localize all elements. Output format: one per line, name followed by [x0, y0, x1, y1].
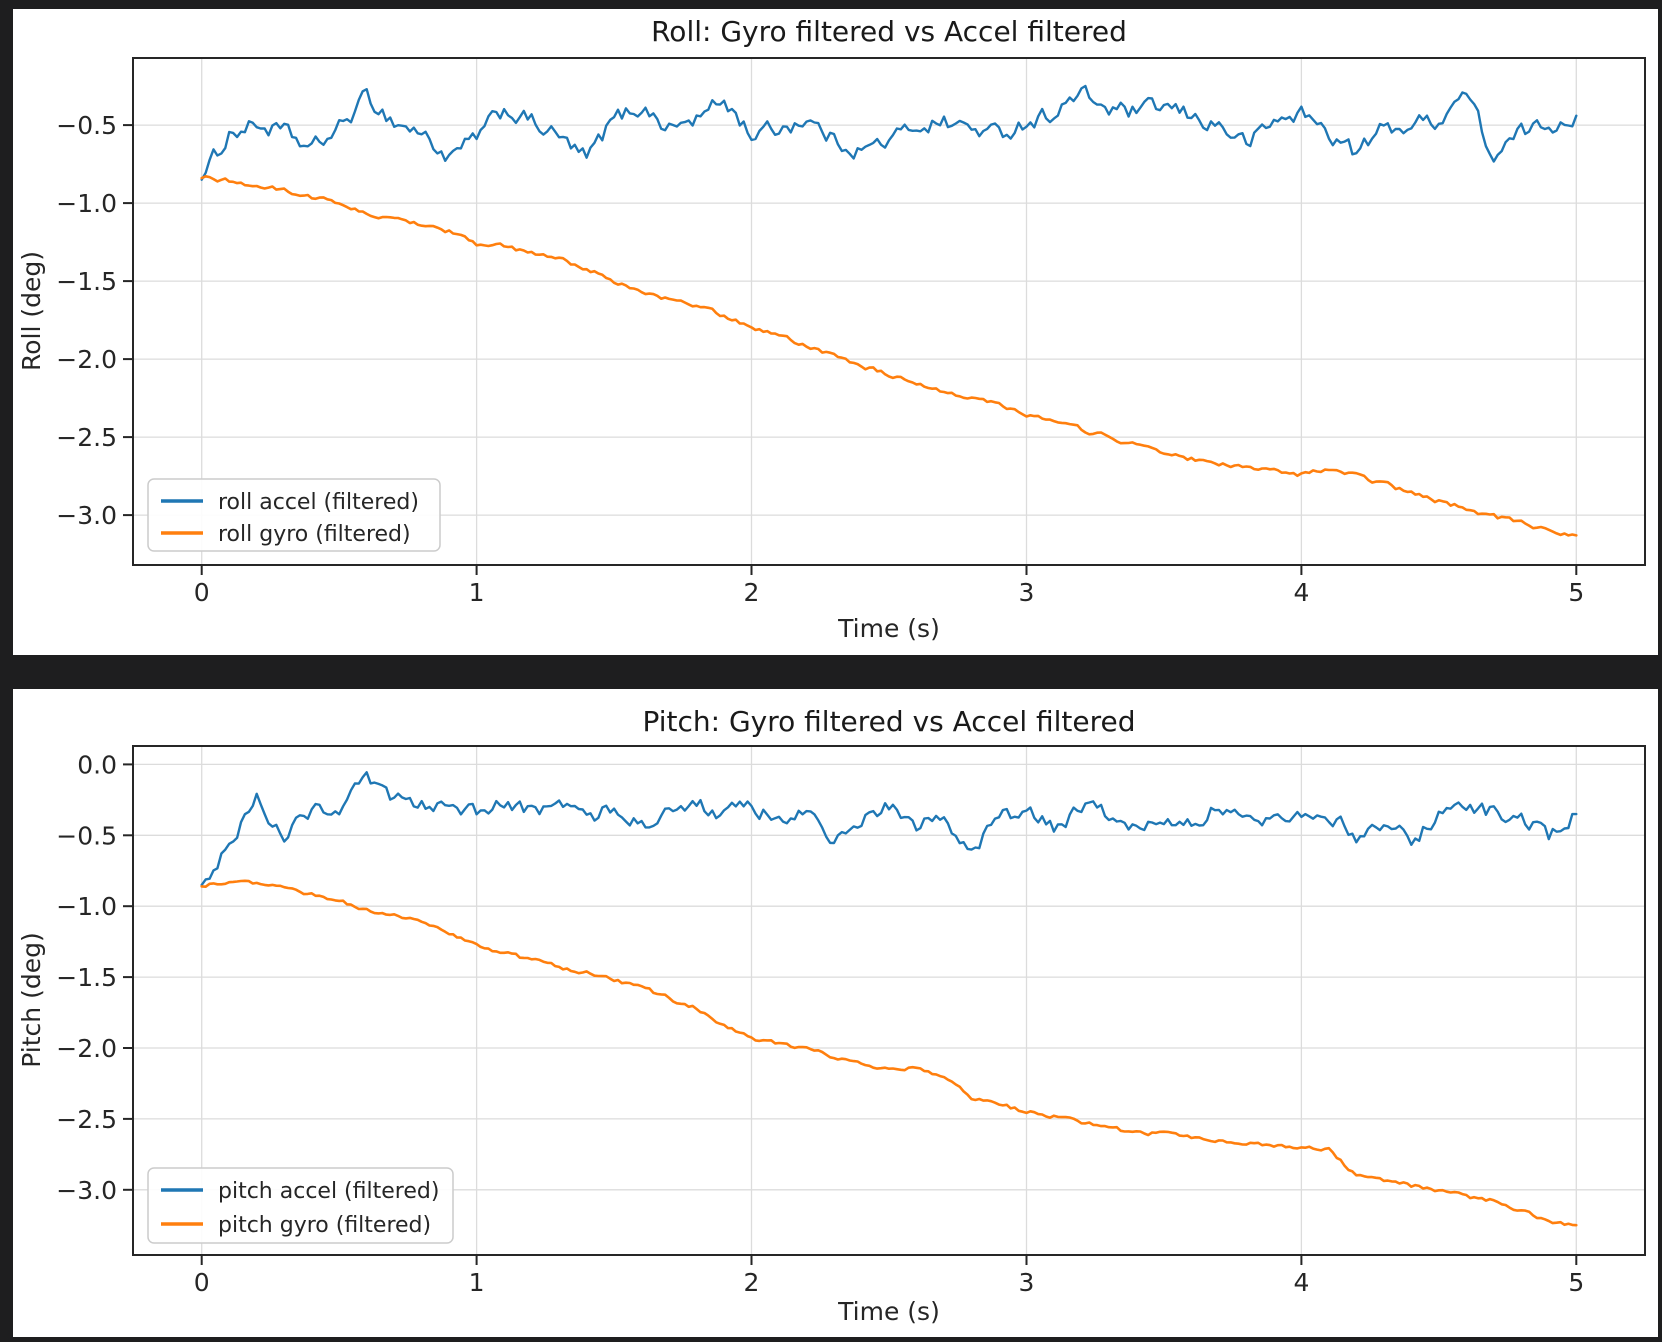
x-tick-label: 3	[1019, 1268, 1035, 1297]
y-tick-label: −1.5	[56, 267, 117, 296]
pitch-gyro-filtered-line	[200, 879, 1578, 1227]
x-tick-label: 2	[744, 578, 760, 607]
roll-accel-filtered-line	[200, 84, 1578, 181]
legend-label-roll-gyro: roll gyro (filtered)	[218, 522, 411, 547]
y-tick-label: −0.5	[56, 111, 117, 140]
pitch-accel-filtered-line	[200, 771, 1578, 887]
pitch-chart-svg: 0 1 2 3 4 5 0.0 −0.5 −1.0 −1.5 −2.0 −2.5 −3.0 Pitch:…	[17, 705, 1646, 1326]
legend-label-pitch-accel: pitch accel (filtered)	[218, 1179, 439, 1204]
y-tick-label: −3.0	[56, 1176, 117, 1205]
x-tick-label: 5	[1568, 578, 1584, 607]
legend: pitch accel (filtered) pitch gyro (filte…	[147, 1167, 454, 1244]
y-tick-label: −2.0	[56, 1034, 117, 1063]
roll-gyro-filtered-line	[200, 175, 1578, 537]
x-tick-label: 1	[469, 578, 485, 607]
axes-frame	[132, 745, 1646, 1256]
y-tick-label: −0.5	[56, 821, 117, 850]
legend-label-roll-accel: roll accel (filtered)	[218, 490, 419, 515]
y-tick-label: −2.0	[56, 345, 117, 374]
roll-chart-svg: 0 1 2 3 4 5 −0.5 −1.0 −1.5 −2.0 −2.5 −3.0 Roll: Gyr…	[17, 15, 1646, 643]
x-axis-label: Time (s)	[837, 1297, 940, 1326]
tick-layer: 0 1 2 3 4 5 0.0 −0.5 −1.0 −1.5 −2.0 −2.5 −3.0	[56, 750, 1584, 1297]
x-tick-label: 1	[469, 1268, 485, 1297]
y-tick-label: −2.5	[56, 423, 117, 452]
chart-title: Pitch: Gyro filtered vs Accel filtered	[642, 705, 1135, 738]
pitch-figure-panel: 0 1 2 3 4 5 0.0 −0.5 −1.0 −1.5 −2.0 −2.5 −3.0 Pitch:…	[13, 689, 1658, 1337]
legend-label-pitch-gyro: pitch gyro (filtered)	[218, 1213, 431, 1238]
legend-box	[147, 1167, 454, 1244]
series-layer	[200, 771, 1578, 1227]
x-tick-label: 4	[1293, 1268, 1309, 1297]
x-tick-label: 0	[194, 578, 210, 607]
axes-frame	[132, 57, 1646, 566]
x-tick-label: 0	[194, 1268, 210, 1297]
x-tick-label: 4	[1293, 578, 1309, 607]
x-tick-label: 2	[744, 1268, 760, 1297]
x-tick-label: 3	[1019, 578, 1035, 607]
y-axis-label: Pitch (deg)	[17, 932, 46, 1067]
y-tick-label: −1.5	[56, 963, 117, 992]
tick-layer: 0 1 2 3 4 5 −0.5 −1.0 −1.5 −2.0 −2.5 −3.0	[56, 111, 1584, 607]
chart-title: Roll: Gyro filtered vs Accel filtered	[651, 15, 1127, 48]
legend-box	[147, 478, 441, 552]
y-tick-label: −1.0	[56, 189, 117, 218]
legend: roll accel (filtered) roll gyro (filtere…	[147, 478, 441, 552]
x-tick-label: 5	[1568, 1268, 1584, 1297]
roll-figure-panel: 0 1 2 3 4 5 −0.5 −1.0 −1.5 −2.0 −2.5 −3.0 Roll: Gyr…	[13, 9, 1658, 655]
y-tick-label: 0.0	[77, 750, 117, 779]
x-axis-label: Time (s)	[837, 614, 940, 643]
y-tick-label: −2.5	[56, 1105, 117, 1134]
y-axis-label: Roll (deg)	[17, 251, 46, 371]
series-layer	[200, 84, 1578, 537]
y-tick-label: −3.0	[56, 501, 117, 530]
y-tick-label: −1.0	[56, 892, 117, 921]
